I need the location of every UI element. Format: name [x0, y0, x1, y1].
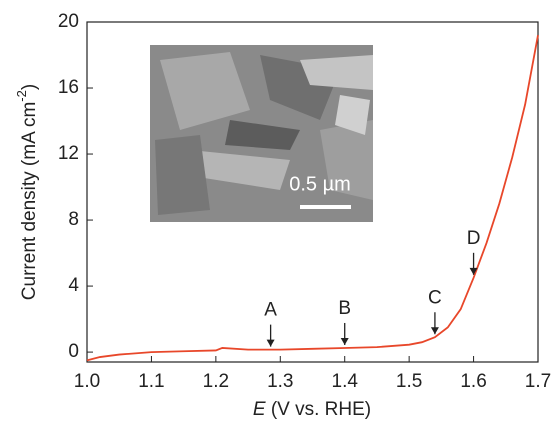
- x-tick-label: 1.7: [525, 371, 551, 392]
- y-tick-label: 20: [58, 11, 79, 32]
- annotation-label: C: [428, 287, 442, 308]
- x-tick-label: 1.5: [396, 371, 422, 392]
- y-axis-label: Current density (mA cm-2): [14, 84, 40, 300]
- annotation-label: A: [264, 300, 277, 321]
- arrow-head: [469, 267, 478, 275]
- data-line: [86, 35, 539, 362]
- arrow-head: [266, 339, 275, 347]
- y-tick-label: 16: [58, 77, 79, 98]
- y-tick-label: 12: [58, 143, 79, 164]
- x-tick-label: 1.4: [332, 371, 359, 392]
- arrow-head: [430, 327, 439, 335]
- y-tick-label: 4: [68, 275, 79, 296]
- x-tick-label: 1.0: [74, 371, 100, 392]
- x-axis-label: E (V vs. RHE): [253, 399, 371, 420]
- x-tick-label: 1.3: [267, 371, 293, 392]
- x-tick-label: 1.2: [203, 371, 229, 392]
- y-tick-label: 8: [68, 209, 79, 230]
- inset-scale-label: 0.5 µm: [289, 173, 351, 195]
- inset-image: [150, 45, 373, 222]
- annotation-label: B: [338, 298, 351, 319]
- x-tick-label: 1.6: [460, 371, 486, 392]
- plot-frame: [86, 21, 539, 363]
- y-tick-label: 0: [68, 341, 79, 362]
- annotation-label: D: [467, 228, 481, 249]
- arrow-head: [340, 337, 349, 345]
- x-tick-label: 1.1: [138, 371, 164, 392]
